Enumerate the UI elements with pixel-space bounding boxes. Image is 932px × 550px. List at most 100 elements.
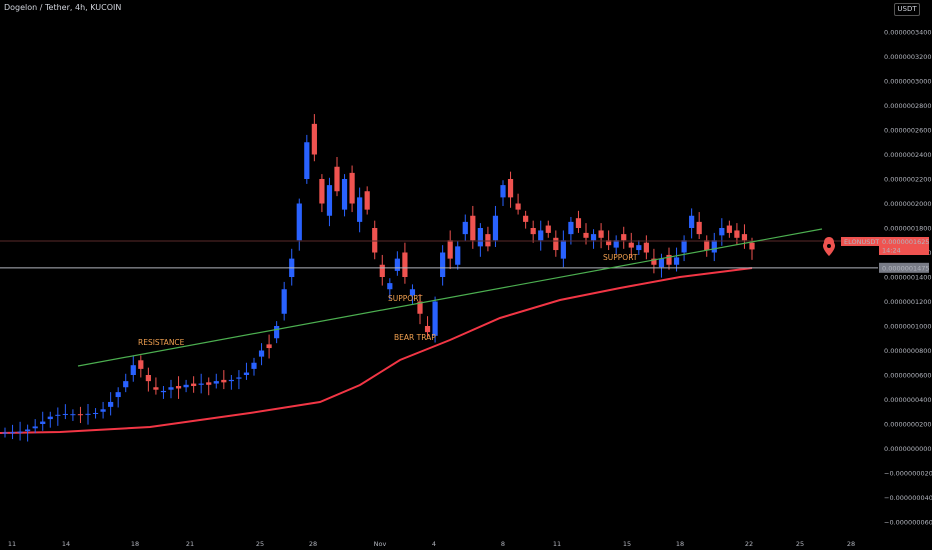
candle — [92, 412, 99, 414]
candle — [341, 179, 348, 210]
candle — [206, 382, 212, 385]
candle — [545, 225, 551, 233]
x-tick-label: 14 — [62, 540, 70, 548]
candle — [17, 431, 23, 433]
candle — [636, 245, 642, 251]
moving-average — [0, 267, 753, 434]
trendline — [77, 228, 823, 367]
y-tick-label: 0.0000003400 — [884, 29, 932, 37]
x-tick-label: 15 — [623, 540, 631, 548]
moving-average-line — [0, 267, 753, 434]
candle — [741, 234, 748, 241]
candle — [628, 242, 634, 248]
candle — [296, 203, 302, 241]
y-tick-label: 0.0000000000 — [884, 445, 932, 453]
candle — [9, 432, 16, 434]
symbol-badge — [841, 237, 879, 246]
candle — [115, 392, 121, 398]
y-tick-label: 0.0000002800 — [884, 102, 932, 110]
candle — [175, 386, 182, 389]
candle — [379, 264, 385, 277]
x-tick-label: 18 — [676, 540, 684, 548]
candle — [523, 215, 529, 222]
candle — [417, 301, 423, 314]
candle — [666, 254, 672, 265]
candle — [575, 218, 582, 228]
candle — [440, 252, 446, 277]
level-badge — [879, 262, 929, 273]
level-value: 0.0000001475 — [882, 264, 930, 272]
candle — [394, 258, 400, 271]
candle — [598, 230, 604, 238]
candle — [191, 383, 197, 387]
candle — [274, 326, 280, 339]
candle — [530, 228, 536, 235]
candle — [47, 416, 53, 420]
candle — [711, 240, 717, 253]
x-tick-label: 28 — [847, 540, 855, 548]
candle — [183, 384, 189, 388]
countdown: 14:24 — [882, 247, 901, 255]
candle — [100, 409, 106, 412]
candle — [734, 230, 740, 238]
candle — [515, 203, 521, 210]
y-tick-label: 0.0000000800 — [884, 347, 932, 355]
candle — [349, 172, 355, 204]
price-badge — [879, 237, 929, 255]
x-tick-label: 25 — [796, 540, 804, 548]
candle — [153, 387, 159, 390]
candle — [455, 246, 461, 265]
y-tick-label: −0.0000000400 — [884, 494, 932, 502]
candle — [538, 230, 544, 241]
candle — [681, 240, 687, 253]
candle — [372, 228, 378, 253]
candle — [424, 326, 431, 333]
candle — [77, 414, 84, 416]
candle — [40, 421, 46, 424]
y-tick-label: 0.0000000600 — [884, 372, 932, 380]
candle — [749, 242, 755, 250]
candle — [492, 215, 499, 241]
candle — [25, 429, 31, 432]
candle — [621, 234, 627, 241]
candle — [266, 344, 272, 349]
candle — [485, 234, 491, 247]
chart-title: Dogelon / Tether, 4h, KUCOIN — [4, 3, 122, 12]
symbol-label: ELONUSDT — [844, 238, 879, 246]
candle — [2, 432, 8, 434]
x-tick-label: 18 — [131, 540, 139, 548]
candle — [123, 381, 129, 388]
candle — [689, 215, 695, 228]
candle — [568, 221, 574, 235]
annotation-label: BEAR TRAP — [394, 333, 436, 342]
y-tick-label: 0.0000002000 — [884, 200, 932, 208]
candle — [85, 413, 91, 415]
candle — [553, 237, 559, 251]
x-tick-label: 28 — [309, 540, 317, 548]
y-tick-label: 0.0000002400 — [884, 151, 932, 159]
candle — [500, 185, 506, 198]
annotation-label: SUPPORT — [603, 253, 638, 262]
x-tick-label: 21 — [186, 540, 194, 548]
candle — [160, 390, 167, 393]
y-tick-label: 0.0000000200 — [884, 421, 932, 429]
candle — [108, 401, 114, 407]
candle — [130, 365, 136, 375]
candle — [364, 191, 370, 210]
y-tick-label: 0.0000003000 — [884, 78, 932, 86]
currency-button[interactable]: USDT — [894, 3, 920, 16]
candle — [462, 221, 468, 235]
annotations: RESISTANCE SUPPORT BEAR TRAP SUPPORT — [138, 253, 638, 347]
candle — [643, 242, 649, 253]
candle — [281, 289, 287, 314]
y-tick-label: −0.0000000600 — [884, 519, 932, 527]
candle — [213, 381, 219, 384]
candle — [719, 228, 725, 236]
x-tick-label: Nov — [374, 540, 387, 548]
alert-pin-dot — [827, 244, 831, 248]
candle — [198, 383, 204, 385]
candle — [319, 179, 325, 204]
candle — [168, 387, 174, 390]
candle — [334, 166, 340, 192]
